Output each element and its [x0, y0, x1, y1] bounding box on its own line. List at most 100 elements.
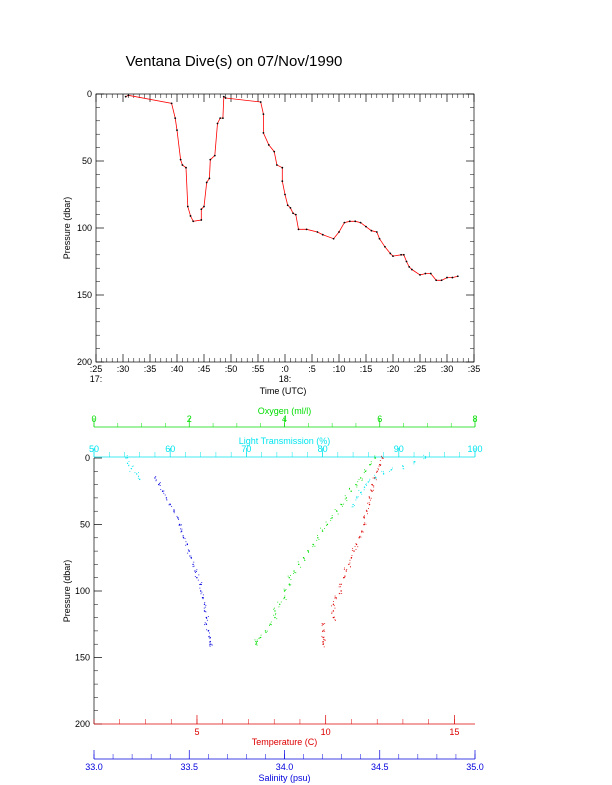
light-point [130, 467, 133, 470]
oxygen-point [302, 557, 305, 559]
x-tick-label: :35 [144, 364, 157, 374]
data-point [181, 164, 184, 166]
salinity-point [179, 524, 181, 526]
temperature-point [324, 639, 326, 641]
oxygen-point [297, 561, 299, 563]
temperature-point [362, 531, 364, 533]
light-point [403, 468, 405, 470]
temperature-point [324, 640, 326, 642]
light-point [414, 461, 416, 463]
oxygen-point [304, 560, 306, 562]
light-point [126, 462, 129, 465]
temperature-point [332, 610, 335, 612]
oxygen-point [256, 644, 258, 646]
oxygen-point [356, 484, 358, 486]
light-point [388, 470, 390, 472]
temperature-point [357, 546, 359, 548]
salinity-point [199, 584, 201, 586]
x-tick-label: :10 [333, 364, 346, 374]
oxygen-point [274, 614, 276, 616]
oxygen-point [285, 589, 287, 591]
oxygen-point [361, 478, 363, 480]
oxygen-point [350, 490, 352, 492]
x-tick-label: :30 [117, 364, 130, 374]
salinity-point [155, 476, 157, 478]
light-point [383, 471, 385, 473]
y-tick-label: 0 [85, 453, 90, 463]
data-point [222, 95, 225, 98]
data-point [213, 154, 216, 157]
oxygen-point [259, 637, 261, 639]
data-point [446, 276, 448, 279]
salinity-point [199, 590, 202, 592]
light-point [363, 489, 365, 491]
data-point [375, 231, 378, 233]
salinity-point [187, 549, 189, 551]
oxygen-point [292, 572, 294, 574]
oxygen-point [312, 546, 314, 548]
data-point [332, 237, 335, 240]
salinity-point [206, 617, 208, 619]
x-tick-label: :5 [308, 364, 316, 374]
y-axis-label: Pressure (dbar) [62, 197, 72, 260]
data-point [405, 260, 408, 263]
light-point [128, 464, 130, 466]
temperature-point [354, 545, 356, 547]
oxygen-point [283, 588, 285, 590]
salinity-point [160, 489, 162, 491]
oxygen-point [330, 519, 332, 521]
light-point [424, 457, 427, 459]
oxygen-point [279, 603, 281, 605]
oxygen-point [308, 551, 310, 553]
temperature-point [363, 516, 365, 518]
temperature-point [380, 455, 382, 457]
salinity-point [168, 504, 170, 506]
y-tick-label: 150 [75, 653, 90, 663]
data-point [286, 204, 289, 207]
salinity-point [204, 624, 206, 626]
oxygen-point [370, 461, 372, 463]
salinity-point [209, 644, 211, 646]
oxygen-point [340, 503, 342, 505]
salinity-point [208, 632, 210, 634]
oxygen-point [283, 598, 285, 600]
data-point [370, 229, 373, 232]
oxygen-point [356, 486, 358, 488]
light-point [134, 472, 136, 474]
temperature-point [340, 586, 342, 588]
y-tick-label: 50 [80, 520, 90, 530]
oxygen-point [321, 530, 324, 532]
light-point [132, 465, 134, 467]
series-line [125, 94, 458, 281]
salinity-point [205, 611, 207, 613]
temperature-point [363, 524, 365, 526]
oxygen-point [288, 583, 290, 585]
data-point [222, 117, 224, 120]
salinity-tick-label: 35.0 [466, 762, 484, 772]
salinity-axis-label: Salinity (psu) [258, 773, 310, 783]
salinity-point [193, 561, 195, 563]
data-point [179, 158, 182, 161]
temperature-point [379, 463, 381, 466]
salinity-point [182, 535, 184, 537]
salinity-point [165, 497, 168, 499]
data-point [289, 207, 292, 209]
oxygen-axis-label: Oxygen (ml/l) [258, 406, 312, 416]
salinity-point [197, 579, 199, 581]
temperature-point [323, 646, 325, 648]
oxygen-point [284, 590, 286, 592]
salinity-point [209, 637, 211, 639]
data-point [408, 265, 411, 268]
temperature-point [381, 457, 384, 459]
oxygen-point [317, 537, 319, 539]
data-point [186, 205, 189, 208]
x-tick-label: :20 [387, 364, 400, 374]
salinity-point [180, 530, 183, 532]
light-point [127, 465, 129, 467]
light-point [365, 484, 367, 486]
salinity-point [208, 635, 210, 637]
light-point [413, 461, 415, 463]
temperature-point [368, 502, 370, 504]
light-tick-label: 50 [89, 444, 99, 454]
salinity-point [159, 485, 161, 487]
